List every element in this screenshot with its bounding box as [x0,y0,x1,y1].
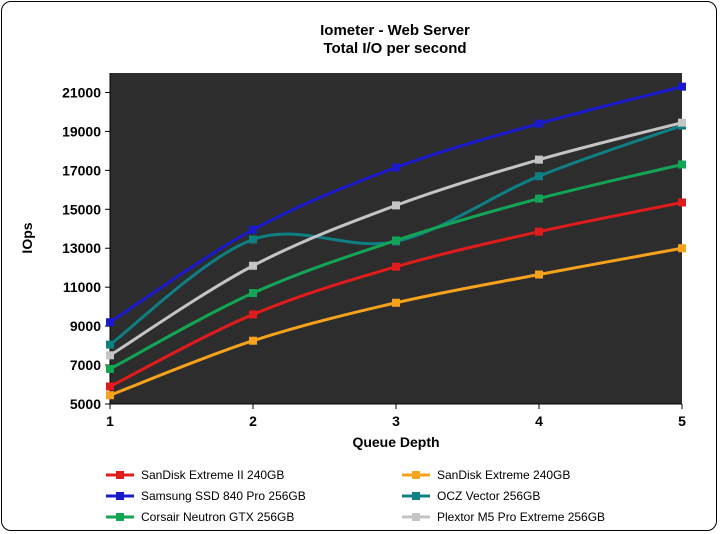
data-point-sandisk-extreme-ii-240gb [106,382,114,391]
data-point-corsair-neutron-gtx-256gb [392,236,400,245]
chart-subtitle: Total I/O per second [323,40,466,57]
data-point-sandisk-extreme-240gb [249,336,257,345]
legend-swatch-marker [116,513,124,521]
x-axis: 1 2 3 4 5 [106,403,686,429]
data-point-corsair-neutron-gtx-256gb [249,289,257,298]
data-point-samsung-ssd-840-pro-256gb [249,225,257,234]
data-point-corsair-neutron-gtx-256gb [106,364,114,373]
x-tick-label: 2 [249,413,257,429]
x-tick-label: 5 [678,413,686,429]
data-point-samsung-ssd-840-pro-256gb [678,82,686,91]
data-point-sandisk-extreme-240gb [535,270,543,279]
y-tick-label: 5000 [70,396,101,412]
x-tick-label: 4 [535,413,543,429]
legend-label: SanDisk Extreme II 240GB [141,468,284,482]
y-tick-label: 19000 [62,123,101,139]
data-point-plextor-m5-pro-extreme-256gb [392,201,400,210]
data-point-corsair-neutron-gtx-256gb [535,194,543,203]
data-point-sandisk-extreme-240gb [106,391,114,400]
y-tick-label: 17000 [62,162,101,178]
legend-swatch-marker [116,471,124,479]
legend-label: OCZ Vector 256GB [437,489,540,503]
legend-swatch-marker [116,492,124,500]
x-axis-label: Queue Depth [352,434,439,450]
legend-label: Plextor M5 Pro Extreme 256GB [437,510,605,524]
data-point-corsair-neutron-gtx-256gb [678,160,686,169]
data-point-ocz-vector-256gb [106,340,114,349]
data-point-ocz-vector-256gb [535,172,543,181]
legend-swatch-marker [412,471,420,479]
series-samsung-ssd-840-pro-256gb [106,82,686,327]
y-tick-label: 13000 [62,240,101,256]
data-point-plextor-m5-pro-extreme-256gb [249,261,257,270]
y-tick-label: 21000 [62,84,101,100]
series-sandisk-extreme-240gb [106,244,686,400]
legend-item-ocz-vector-256gb: OCZ Vector 256GB [402,489,540,503]
y-tick-label: 9000 [70,318,101,334]
x-tick-label: 1 [106,413,114,429]
data-point-ocz-vector-256gb [249,235,257,244]
data-point-plextor-m5-pro-extreme-256gb [678,118,686,127]
y-tick-label: 7000 [70,357,101,373]
y-tick-label: 11000 [63,279,101,295]
y-tick-label: 15000 [62,201,101,217]
data-point-plextor-m5-pro-extreme-256gb [535,155,543,164]
data-point-sandisk-extreme-ii-240gb [249,310,257,319]
legend-item-sandisk-extreme-240gb: SanDisk Extreme 240GB [402,468,570,482]
data-point-sandisk-extreme-ii-240gb [678,198,686,207]
series-corsair-neutron-gtx-256gb [106,160,686,373]
y-axis-label: IOps [19,222,35,253]
series-sandisk-extreme-ii-240gb [106,198,686,391]
y-axis: 5000 7000 9000 11000 13000 15000 17000 19000 210… [62,73,111,412]
data-point-sandisk-extreme-240gb [678,244,686,253]
legend-item-plextor-m5-pro-extreme-256gb: Plextor M5 Pro Extreme 256GB [402,510,605,524]
data-point-samsung-ssd-840-pro-256gb [392,163,400,172]
series-layer [106,82,686,400]
legend-item-corsair-neutron-gtx-256gb: Corsair Neutron GTX 256GB [106,510,294,524]
legend-label: SanDisk Extreme 240GB [437,468,570,482]
data-point-sandisk-extreme-ii-240gb [392,262,400,271]
data-point-samsung-ssd-840-pro-256gb [106,318,114,327]
data-point-sandisk-extreme-ii-240gb [535,227,543,236]
legend-label: Samsung SSD 840 Pro 256GB [141,489,306,503]
legend: SanDisk Extreme II 240GB SanDisk Extreme … [106,468,605,524]
data-point-sandisk-extreme-240gb [392,298,400,307]
legend-label: Corsair Neutron GTX 256GB [141,510,294,524]
series-plextor-m5-pro-extreme-256gb [106,118,686,360]
legend-item-sandisk-extreme-ii-240gb: SanDisk Extreme II 240GB [106,468,284,482]
legend-item-samsung-ssd-840-pro-256gb: Samsung SSD 840 Pro 256GB [106,489,306,503]
x-tick-label: 3 [392,413,400,429]
legend-swatch-marker [412,513,420,521]
data-point-plextor-m5-pro-extreme-256gb [106,351,114,360]
legend-swatch-marker [412,492,420,500]
data-point-samsung-ssd-840-pro-256gb [535,119,543,128]
chart-title: Iometer - Web Server [320,22,470,39]
